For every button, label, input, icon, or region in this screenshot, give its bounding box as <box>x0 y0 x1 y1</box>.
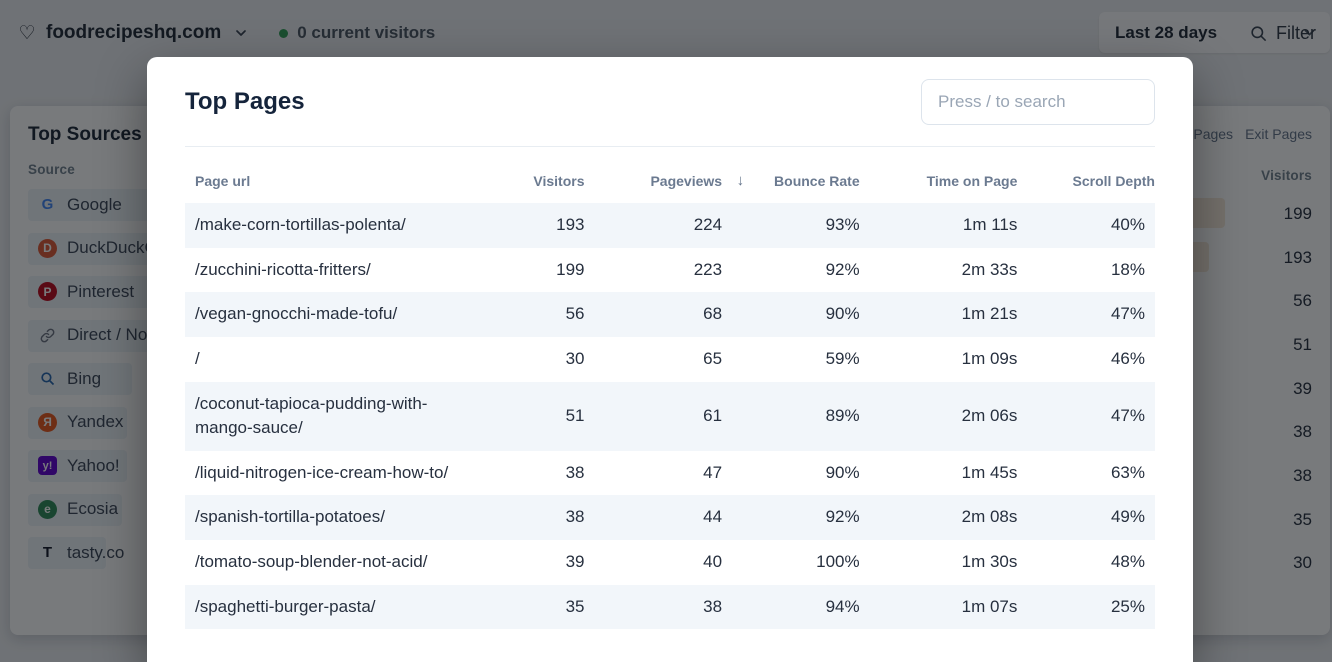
table-row[interactable]: /spanish-tortilla-potatoes/ 38 44 92% 2m… <box>185 495 1155 541</box>
header-time-on-page[interactable]: Time on Page <box>926 173 1018 189</box>
scroll-depth-cell: 47% <box>1110 304 1145 324</box>
visitors-cell: 38 <box>565 462 585 482</box>
table-row[interactable]: /coconut-tapioca-pudding-with-mango-sauc… <box>185 381 1155 451</box>
time-on-page-cell: 1m 45s <box>961 462 1018 482</box>
scroll-depth-cell: 46% <box>1110 348 1145 368</box>
visitors-cell: 56 <box>565 304 585 324</box>
scroll-depth-cell: 48% <box>1110 552 1145 572</box>
page-url-cell[interactable]: /vegan-gnocchi-made-tofu/ <box>195 304 398 324</box>
page-url-cell[interactable]: /coconut-tapioca-pudding-with-mango-sauc… <box>195 393 428 438</box>
visitors-cell: 193 <box>556 215 585 234</box>
page-url-cell[interactable]: /tomato-soup-blender-not-acid/ <box>195 552 428 572</box>
bounce-rate-cell: 89% <box>825 405 860 425</box>
table-row[interactable]: / 30 65 59% 1m 09s 46% <box>185 337 1155 382</box>
scroll-depth-cell: 18% <box>1110 259 1145 279</box>
header-page-url[interactable]: Page url <box>195 173 251 189</box>
table-row[interactable]: /spaghetti-burger-pasta/ 35 38 94% 1m 07… <box>185 584 1155 630</box>
scroll-depth-cell: 40% <box>1110 215 1145 234</box>
pageviews-cell: 38 <box>703 596 723 616</box>
table-header-row: Page url Visitors Pageviews ↓ Bounce Rate… <box>185 147 1155 203</box>
modal-title: Top Pages <box>185 87 305 115</box>
table-row[interactable]: /liquid-nitrogen-ice-cream-how-to/ 38 47… <box>185 451 1155 496</box>
scroll-depth-cell: 25% <box>1110 596 1145 616</box>
search-input[interactable] <box>921 78 1155 125</box>
header-scroll-depth[interactable]: Scroll Depth <box>1072 173 1155 189</box>
time-on-page-cell: 1m 30s <box>961 552 1018 572</box>
top-pages-modal: Top Pages Page url Visitors Pageviews↓ B… <box>147 57 1193 662</box>
time-on-page-cell: 2m 33s <box>961 259 1018 279</box>
visitors-cell: 38 <box>565 507 585 527</box>
visitors-cell: 30 <box>565 348 585 368</box>
bounce-rate-cell: 94% <box>825 596 860 616</box>
header-bounce-rate[interactable]: Bounce Rate <box>774 173 860 189</box>
bounce-rate-cell: 90% <box>825 462 860 482</box>
time-on-page-cell: 1m 11s <box>962 215 1018 234</box>
pageviews-cell: 68 <box>703 304 723 324</box>
pageviews-cell: 61 <box>703 405 723 425</box>
time-on-page-cell: 2m 06s <box>961 405 1018 425</box>
bounce-rate-cell: 59% <box>825 348 860 368</box>
bounce-rate-cell: 92% <box>825 259 860 279</box>
bounce-rate-cell: 100% <box>816 552 860 572</box>
table-row[interactable]: /vegan-gnocchi-made-tofu/ 56 68 90% 1m 2… <box>185 292 1155 337</box>
time-on-page-cell: 1m 07s <box>961 596 1018 616</box>
visitors-cell: 39 <box>565 552 585 572</box>
header-pageviews-sorted[interactable]: Pageviews ↓ <box>650 172 745 189</box>
top-pages-table: Page url Visitors Pageviews ↓ Bounce Rate… <box>185 147 1155 630</box>
modal-header: Top Pages <box>185 57 1155 147</box>
pageviews-cell: 44 <box>703 507 723 527</box>
bounce-rate-cell: 90% <box>825 304 860 324</box>
visitors-cell: 51 <box>565 405 585 425</box>
page-url-cell[interactable]: /spanish-tortilla-potatoes/ <box>195 507 385 527</box>
time-on-page-cell: 1m 21s <box>961 304 1018 324</box>
scroll-depth-cell: 47% <box>1110 405 1145 425</box>
pageviews-cell: 65 <box>703 348 723 368</box>
table-row[interactable]: /make-corn-tortillas-polenta/ 193 224 93… <box>185 203 1155 248</box>
visitors-cell: 35 <box>565 596 585 616</box>
scroll-depth-cell: 49% <box>1110 507 1145 527</box>
page-url-cell[interactable]: /spaghetti-burger-pasta/ <box>195 596 376 616</box>
pageviews-cell: 40 <box>703 552 723 572</box>
bounce-rate-cell: 93% <box>825 215 860 234</box>
pageviews-cell: 224 <box>693 215 723 234</box>
pageviews-cell: 223 <box>693 259 723 279</box>
sort-desc-icon: ↓ <box>736 172 745 189</box>
table-row[interactable]: /zucchini-ricotta-fritters/ 199 223 92% … <box>185 248 1155 293</box>
time-on-page-cell: 2m 08s <box>961 507 1018 527</box>
table-row[interactable]: /tomato-soup-blender-not-acid/ 39 40 100… <box>185 540 1155 585</box>
page-url-cell[interactable]: /zucchini-ricotta-fritters/ <box>195 259 371 279</box>
scroll-depth-cell: 63% <box>1110 462 1145 482</box>
pageviews-cell: 47 <box>703 462 723 482</box>
page-url-cell[interactable]: / <box>195 348 200 368</box>
page-url-cell[interactable]: /liquid-nitrogen-ice-cream-how-to/ <box>195 462 449 482</box>
header-visitors[interactable]: Visitors <box>533 173 585 189</box>
page-url-cell[interactable]: /make-corn-tortillas-polenta/ <box>195 215 406 234</box>
time-on-page-cell: 1m 09s <box>961 348 1018 368</box>
visitors-cell: 199 <box>556 259 585 279</box>
bounce-rate-cell: 92% <box>825 507 860 527</box>
